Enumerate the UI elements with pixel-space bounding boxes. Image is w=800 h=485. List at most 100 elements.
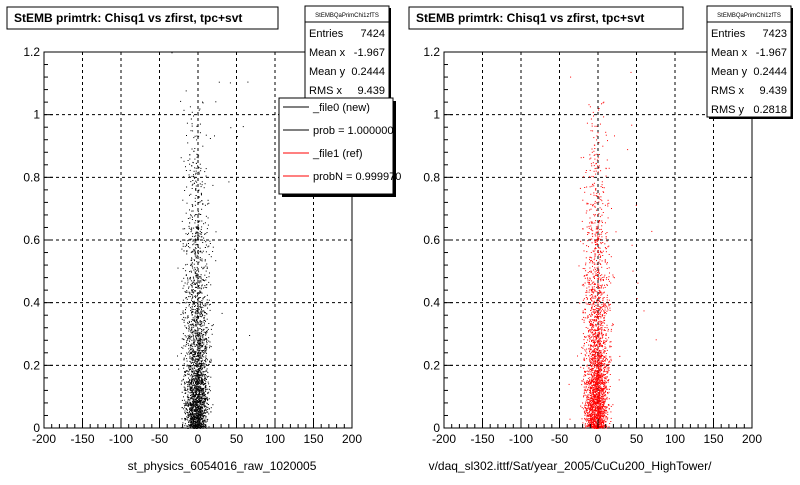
stats-value: 9.439 bbox=[357, 85, 385, 97]
data-point bbox=[204, 285, 205, 286]
data-point bbox=[595, 256, 596, 257]
data-point bbox=[195, 336, 196, 337]
data-point bbox=[208, 246, 209, 247]
data-point bbox=[199, 421, 200, 422]
data-point bbox=[195, 335, 196, 336]
data-point bbox=[204, 363, 205, 364]
data-point bbox=[603, 391, 604, 392]
data-point bbox=[192, 406, 193, 407]
data-point bbox=[202, 389, 203, 390]
data-point bbox=[186, 405, 187, 406]
data-point bbox=[599, 273, 600, 274]
data-point bbox=[207, 419, 208, 420]
data-point bbox=[184, 161, 185, 162]
data-point bbox=[193, 404, 194, 405]
data-point bbox=[593, 151, 594, 152]
data-point bbox=[187, 389, 188, 390]
data-point bbox=[586, 421, 587, 422]
data-point bbox=[582, 319, 583, 320]
data-point bbox=[183, 345, 184, 346]
data-point bbox=[210, 342, 211, 343]
data-point bbox=[191, 265, 192, 266]
data-point bbox=[199, 356, 200, 357]
data-point bbox=[601, 311, 602, 312]
data-point bbox=[186, 90, 187, 91]
data-point bbox=[604, 353, 605, 354]
data-point bbox=[591, 385, 592, 386]
data-point bbox=[201, 398, 202, 399]
data-point bbox=[202, 381, 203, 382]
data-point bbox=[605, 335, 606, 336]
data-point bbox=[601, 221, 602, 222]
data-point bbox=[195, 189, 196, 190]
data-point bbox=[202, 343, 203, 344]
data-point bbox=[591, 300, 592, 301]
data-point bbox=[600, 251, 601, 252]
data-point bbox=[601, 389, 602, 390]
data-point bbox=[588, 331, 589, 332]
data-point bbox=[192, 304, 193, 305]
data-point bbox=[607, 418, 608, 419]
data-point bbox=[600, 366, 601, 367]
data-point bbox=[591, 416, 592, 417]
data-point bbox=[203, 390, 204, 391]
data-point bbox=[600, 297, 601, 298]
data-point bbox=[200, 280, 201, 281]
data-point bbox=[602, 382, 603, 383]
data-point bbox=[584, 405, 585, 406]
data-point bbox=[595, 168, 596, 169]
data-point bbox=[593, 374, 594, 375]
data-point bbox=[197, 421, 198, 422]
data-point bbox=[198, 286, 199, 287]
data-point bbox=[185, 375, 186, 376]
data-point bbox=[196, 418, 197, 419]
data-point bbox=[610, 283, 611, 284]
data-point bbox=[200, 343, 201, 344]
data-point bbox=[594, 262, 595, 263]
data-point bbox=[193, 416, 194, 417]
data-point bbox=[192, 292, 193, 293]
data-point bbox=[204, 340, 205, 341]
data-point bbox=[201, 331, 202, 332]
data-point bbox=[206, 353, 207, 354]
data-point bbox=[204, 171, 205, 172]
data-point bbox=[197, 397, 198, 398]
data-point bbox=[609, 347, 610, 348]
data-point bbox=[592, 368, 593, 369]
data-point bbox=[588, 272, 589, 273]
data-point bbox=[200, 164, 201, 165]
stats-label: Entries bbox=[309, 28, 344, 40]
data-point bbox=[205, 417, 206, 418]
data-point bbox=[201, 426, 202, 427]
data-point bbox=[594, 334, 595, 335]
data-point bbox=[592, 372, 593, 373]
data-point bbox=[584, 187, 585, 188]
y-tick-label: 0.8 bbox=[23, 170, 40, 184]
data-point bbox=[192, 348, 193, 349]
data-point bbox=[197, 400, 198, 401]
data-point bbox=[606, 135, 607, 136]
data-point bbox=[193, 403, 194, 404]
data-point bbox=[214, 135, 215, 136]
data-point bbox=[188, 404, 189, 405]
data-point bbox=[584, 387, 585, 388]
data-point bbox=[193, 176, 194, 177]
data-point bbox=[187, 384, 188, 385]
data-point bbox=[205, 222, 206, 223]
data-point bbox=[185, 270, 186, 271]
data-point bbox=[198, 376, 199, 377]
data-point bbox=[596, 126, 597, 127]
data-point bbox=[201, 309, 202, 310]
data-point bbox=[197, 365, 198, 366]
data-point bbox=[606, 238, 607, 239]
data-point bbox=[584, 358, 585, 359]
data-point bbox=[600, 280, 601, 281]
data-point bbox=[584, 382, 585, 383]
data-point bbox=[181, 347, 182, 348]
data-point bbox=[188, 424, 189, 425]
data-point bbox=[186, 381, 187, 382]
data-point bbox=[598, 284, 599, 285]
data-point bbox=[212, 185, 213, 186]
data-point bbox=[591, 413, 592, 414]
data-point bbox=[597, 346, 598, 347]
